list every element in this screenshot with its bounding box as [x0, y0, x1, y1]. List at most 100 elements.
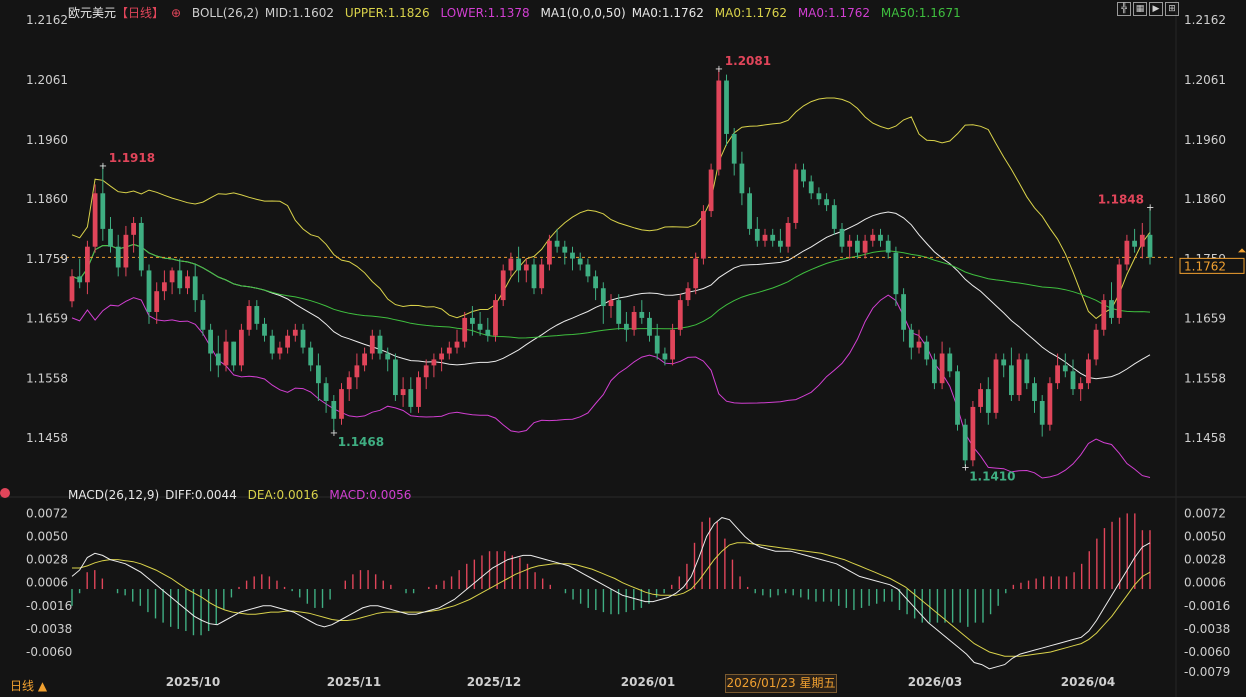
candle-body	[346, 377, 352, 390]
play-icon[interactable]: ▶	[1149, 2, 1163, 16]
macd-ytick-left-3: 0.0006	[26, 576, 68, 590]
high-2-label: 1.2081	[725, 54, 771, 68]
candle-body	[1070, 371, 1076, 390]
candle-body	[339, 389, 344, 419]
candle-body	[901, 294, 906, 330]
candle-body	[477, 323, 483, 330]
high-3-label: 1.1848	[1098, 192, 1144, 206]
grid-icon[interactable]: ▦	[1133, 2, 1147, 16]
candle-body	[1132, 240, 1137, 247]
candle-body	[808, 181, 814, 194]
candle-body	[878, 234, 883, 241]
low-1-marker: +	[330, 428, 338, 439]
macd-ytick-left-6: -0.0060	[26, 645, 72, 659]
candle-body	[454, 341, 460, 348]
candle-body	[523, 264, 529, 271]
candle-body	[500, 270, 506, 301]
candle-body	[146, 270, 152, 312]
candle-body	[100, 193, 106, 229]
candle-body	[1024, 359, 1030, 384]
current-price-tag	[1179, 257, 1245, 274]
candle-body	[223, 341, 229, 366]
candle-body	[92, 193, 98, 247]
candle-body	[316, 365, 321, 384]
caret-up-icon: ▲	[34, 679, 48, 693]
candle-body	[1147, 234, 1153, 258]
candle-body	[932, 359, 937, 384]
candle-body	[570, 252, 575, 259]
candle-body	[1001, 359, 1007, 366]
candle-body	[269, 335, 275, 354]
candle-body	[131, 222, 136, 235]
candle-body	[1116, 264, 1122, 318]
low-1-label: 1.1468	[338, 435, 384, 449]
candle-body	[1032, 383, 1037, 401]
boll-lower-line	[71, 294, 1151, 479]
candle-body	[824, 199, 829, 206]
macd-ytick-left-5: -0.0038	[26, 622, 72, 636]
price-ytick-left-1: 1.2061	[26, 73, 68, 87]
candle-body	[1016, 359, 1022, 396]
candle-body	[1039, 400, 1045, 425]
candle-body	[624, 323, 629, 330]
candle-body	[439, 353, 444, 360]
candle-body	[254, 306, 260, 324]
settings-icon[interactable]: ⊕	[171, 6, 182, 20]
macd-dea: DEA:0.0016	[247, 488, 319, 502]
candle-body	[85, 246, 90, 283]
ma50-value: MA50:1.1671	[880, 6, 961, 20]
candle-body	[470, 317, 475, 324]
candle-body	[870, 234, 876, 241]
price-ytick-right-2: 1.1960	[1184, 133, 1226, 147]
high-1-label: 1.1918	[109, 151, 155, 165]
candle-body	[600, 288, 606, 307]
candle-body	[516, 258, 521, 271]
candle-body	[647, 317, 652, 336]
candle-body	[154, 291, 160, 312]
candle-body	[577, 258, 583, 265]
macd-ytick-right-7: -0.0079	[1184, 665, 1230, 679]
period-label[interactable]: 【日线】	[116, 6, 165, 20]
candle-body	[831, 205, 837, 229]
candle-body	[123, 234, 129, 268]
candle-body	[739, 163, 745, 194]
candle-body	[262, 323, 267, 336]
candle-body	[292, 329, 298, 336]
fullscreen-icon[interactable]: ⊞	[1165, 2, 1179, 16]
candle-body	[693, 258, 699, 289]
ma-indicator-label: MA1(0,0,0,50)	[540, 6, 626, 20]
boll-upper-line	[71, 97, 1151, 320]
candle-body	[747, 193, 752, 229]
candle-body	[215, 353, 221, 366]
candle-body	[970, 406, 976, 461]
candle-body	[369, 335, 375, 354]
period-switch-button[interactable]: 日线 ▲	[10, 677, 47, 694]
boll-lower: LOWER:1.1378	[440, 6, 530, 20]
high-1-marker: +	[99, 161, 107, 172]
candle-body	[408, 389, 414, 407]
candle-body	[793, 169, 799, 223]
candle-body	[585, 264, 591, 277]
x-tick-3: 2026/01	[621, 675, 675, 689]
ma50-line	[71, 243, 1151, 339]
crosshair-icon[interactable]: ╬	[1117, 2, 1131, 16]
candle-body	[985, 389, 991, 413]
price-ytick-left-0: 1.2162	[26, 13, 68, 27]
candle-body	[77, 276, 83, 283]
candle-body	[400, 389, 406, 396]
ma0-value-2: MA0:1.1762	[714, 6, 787, 20]
macd-diff: DIFF:0.0044	[165, 488, 237, 502]
candle-body	[446, 347, 452, 354]
x-tick-4: 2026/03	[908, 675, 962, 689]
candle-body	[1078, 383, 1084, 390]
candle-body	[724, 80, 729, 134]
candle-body	[377, 335, 383, 354]
candle-body	[1124, 240, 1130, 265]
candle-body	[1047, 383, 1053, 425]
candle-body	[939, 353, 945, 384]
indicator-toggle-icon[interactable]	[0, 488, 10, 498]
cursor-date-box: 2026/01/23 星期五	[725, 674, 837, 693]
candle-body	[916, 341, 922, 348]
